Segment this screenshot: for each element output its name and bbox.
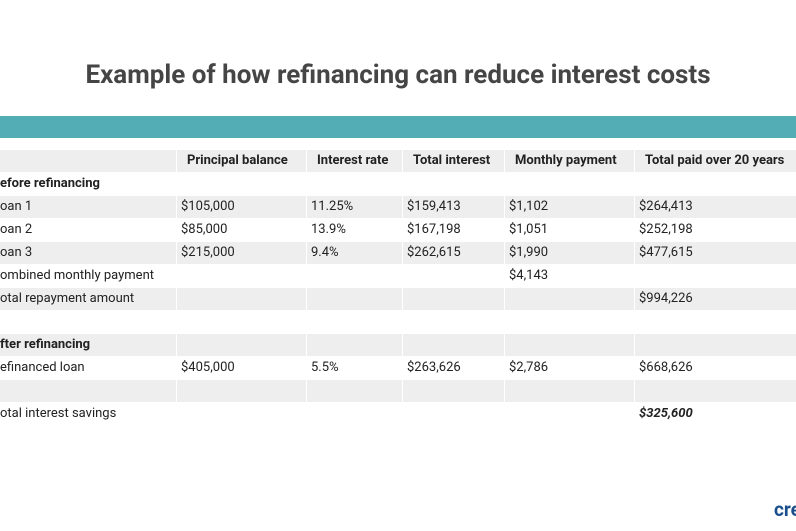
- table-cell: [635, 173, 796, 195]
- table-cell: [307, 311, 402, 333]
- table-cell: $105,000: [177, 196, 306, 218]
- table-cell: [177, 311, 306, 333]
- table-cell: [177, 403, 306, 425]
- table-cell: $668,626: [635, 357, 796, 379]
- table-cell: [403, 288, 504, 310]
- table-cell: [403, 380, 504, 402]
- table-cell: $85,000: [177, 219, 306, 241]
- table-cell: $263,626: [403, 357, 504, 379]
- table-cell: [505, 288, 634, 310]
- table-cell: $252,198: [635, 219, 796, 241]
- table-cell: [177, 288, 306, 310]
- table-cell: $2,786: [505, 357, 634, 379]
- table-cell: $215,000: [177, 242, 306, 264]
- table-cell: [403, 403, 504, 425]
- table-cell: $1,990: [505, 242, 634, 264]
- accent-band: [0, 116, 796, 138]
- table-cell: Interest rate: [307, 150, 402, 172]
- table-cell: [177, 265, 306, 287]
- table-cell: $994,226: [635, 288, 796, 310]
- table-cell: $405,000: [177, 357, 306, 379]
- table-cell: [177, 173, 306, 195]
- table-cell: Monthly payment: [505, 150, 634, 172]
- table-cell: [307, 173, 402, 195]
- table-cell: [505, 173, 634, 195]
- table-cell: otal interest savings: [0, 403, 176, 425]
- table-cell: [177, 334, 306, 356]
- table-cell: [307, 288, 402, 310]
- table-cell: $1,102: [505, 196, 634, 218]
- table-cell: oan 1: [0, 196, 176, 218]
- table-cell: [403, 265, 504, 287]
- table-cell: efinanced loan: [0, 357, 176, 379]
- table-cell: [307, 265, 402, 287]
- table-cell: [0, 380, 176, 402]
- table-cell: oan 2: [0, 219, 176, 241]
- table-cell: [505, 334, 634, 356]
- logo: cre: [774, 498, 796, 521]
- table-cell: $1,051: [505, 219, 634, 241]
- table-cell: $264,413: [635, 196, 796, 218]
- table-cell: [403, 334, 504, 356]
- table-cell: $167,198: [403, 219, 504, 241]
- table-cell: 11.25%: [307, 196, 402, 218]
- table-cell: [177, 380, 306, 402]
- table-cell: oan 3: [0, 242, 176, 264]
- table-cell: otal repayment amount: [0, 288, 176, 310]
- table-cell: $159,413: [403, 196, 504, 218]
- table-cell: [403, 173, 504, 195]
- table-cell: $477,615: [635, 242, 796, 264]
- table-cell: [307, 334, 402, 356]
- table-cell: [505, 403, 634, 425]
- table-cell: fter refinancing: [0, 334, 176, 356]
- table-cell: 13.9%: [307, 219, 402, 241]
- table-cell: [0, 150, 176, 172]
- table-cell: [307, 380, 402, 402]
- table-cell: Total paid over 20 years: [635, 150, 796, 172]
- table-cell: Total interest: [403, 150, 504, 172]
- table-cell: [505, 311, 634, 333]
- table-cell: 5.5%: [307, 357, 402, 379]
- table-cell: 9.4%: [307, 242, 402, 264]
- table-cell: Principal balance: [177, 150, 306, 172]
- table-cell: $262,615: [403, 242, 504, 264]
- table-cell: efore refinancing: [0, 173, 176, 195]
- table-cell: $325,600: [635, 403, 796, 425]
- table-cell: $4,143: [505, 265, 634, 287]
- table-cell: [0, 311, 176, 333]
- table-cell: [307, 403, 402, 425]
- table-cell: [635, 334, 796, 356]
- table-cell: ombined monthly payment: [0, 265, 176, 287]
- table-cell: [635, 265, 796, 287]
- table-cell: [635, 311, 796, 333]
- table-cell: [635, 380, 796, 402]
- table-cell: [403, 311, 504, 333]
- title: Example of how refinancing can reduce in…: [85, 60, 711, 90]
- table-cell: [505, 380, 634, 402]
